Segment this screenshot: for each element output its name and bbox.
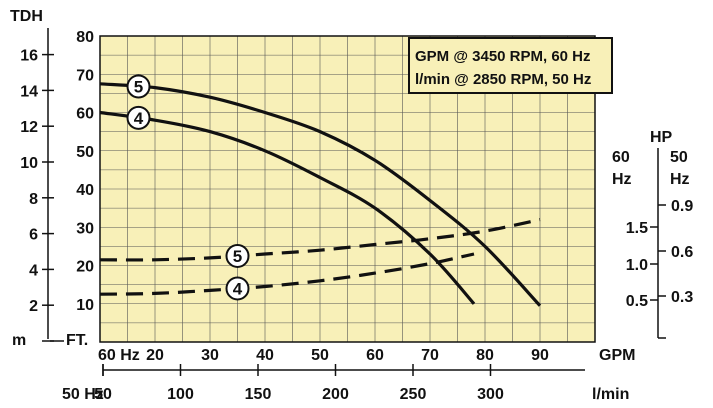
- curve-marker-circle: [126, 105, 151, 130]
- curve-marker-label: 4: [134, 109, 144, 128]
- gpm-tick-label: 60: [366, 347, 384, 364]
- lmin-tick-label: 100: [167, 386, 194, 403]
- hp-axis-title: HP: [650, 129, 673, 146]
- gpm-tick-label: 20: [146, 347, 164, 364]
- legend-box: GPM @ 3450 RPM, 60 Hz l/min @ 2850 RPM, …: [408, 37, 613, 94]
- hp-60hz-tick-label: 1.5: [626, 220, 648, 237]
- ft-tick-label: 30: [76, 220, 94, 237]
- m-tick-label: 2: [29, 298, 38, 315]
- tick-labels: 10 20 30 40 50 60 70 80 2 4 6 8 10 12 14 16 20 30 40 50 60 70…: [20, 29, 693, 403]
- gpm-tick-label: 40: [256, 347, 274, 364]
- legend-line-1: GPM @ 3450 RPM, 60 Hz: [415, 48, 591, 65]
- hp-60hz-tick-label: 0.5: [626, 293, 648, 310]
- gpm-60hz-label: 60 Hz: [98, 347, 140, 364]
- plot-frame: [99, 35, 596, 343]
- curve-marker-circle: [225, 243, 250, 268]
- curve-marker-label: 4: [233, 279, 243, 298]
- lmin-tick-label: 150: [245, 386, 272, 403]
- lmin-tick-label: 250: [400, 386, 427, 403]
- m-tick-label: 14: [20, 83, 38, 100]
- lmin-unit-label: l/min: [592, 386, 629, 403]
- tdh-axis-title: TDH: [10, 8, 43, 25]
- legend-line-2: l/min @ 2850 RPM, 50 Hz: [415, 71, 591, 88]
- curve-marker-label: 5: [134, 77, 143, 96]
- lmin-tick-label: 300: [477, 386, 504, 403]
- head-curve-5: [99, 82, 542, 307]
- curve-marker-circle: [126, 74, 151, 99]
- ft-tick-label: 80: [76, 29, 94, 46]
- hp-50hz-label: 50 Hz: [670, 149, 690, 188]
- lmin-tick-label: 200: [322, 386, 349, 403]
- ft-unit-label: FT.: [66, 332, 88, 349]
- ft-tick-label: 20: [76, 259, 94, 276]
- performance-curves: [99, 82, 542, 307]
- m-unit-label: m: [12, 332, 26, 349]
- m-tick-label: 4: [29, 262, 38, 279]
- m-tick-label: 10: [20, 155, 38, 172]
- hp-50hz-tick-label: 0.3: [671, 289, 693, 306]
- ft-tick-label: 60: [76, 106, 94, 123]
- hp-curve-4: [99, 252, 475, 296]
- ft-tick-label: 10: [76, 297, 94, 314]
- gpm-tick-label: 80: [476, 347, 494, 364]
- m-tick-label: 16: [20, 48, 38, 65]
- gpm-tick-label: 50: [311, 347, 329, 364]
- hp-curve-5: [99, 218, 541, 262]
- hp-60hz-tick-label: 1.0: [626, 257, 648, 274]
- gpm-tick-label: 30: [201, 347, 219, 364]
- m-tick-label: 8: [29, 191, 38, 208]
- ft-tick-label: 40: [76, 182, 94, 199]
- hp-50hz-tick-label: 0.6: [671, 244, 693, 261]
- curve-marker-label: 5: [233, 247, 242, 266]
- curve-markers: 5 4 5 4: [126, 74, 250, 301]
- hp-60hz-label: 60 Hz: [612, 149, 632, 188]
- hp-50hz-tick-label: 0.9: [671, 198, 693, 215]
- lmin-tick-label: 50: [94, 386, 112, 403]
- gpm-unit-label: GPM: [599, 347, 635, 364]
- ft-tick-label: 70: [76, 67, 94, 84]
- axis-lines: [42, 28, 666, 376]
- ft-tick-label: 50: [76, 144, 94, 161]
- head-curve-4: [99, 110, 476, 305]
- gpm-tick-label: 90: [531, 347, 549, 364]
- curve-marker-circle: [225, 276, 250, 301]
- lmin-50hz-label: 50 Hz: [62, 386, 104, 403]
- m-tick-label: 12: [20, 119, 38, 136]
- gpm-tick-label: 70: [421, 347, 439, 364]
- m-tick-label: 6: [29, 227, 38, 244]
